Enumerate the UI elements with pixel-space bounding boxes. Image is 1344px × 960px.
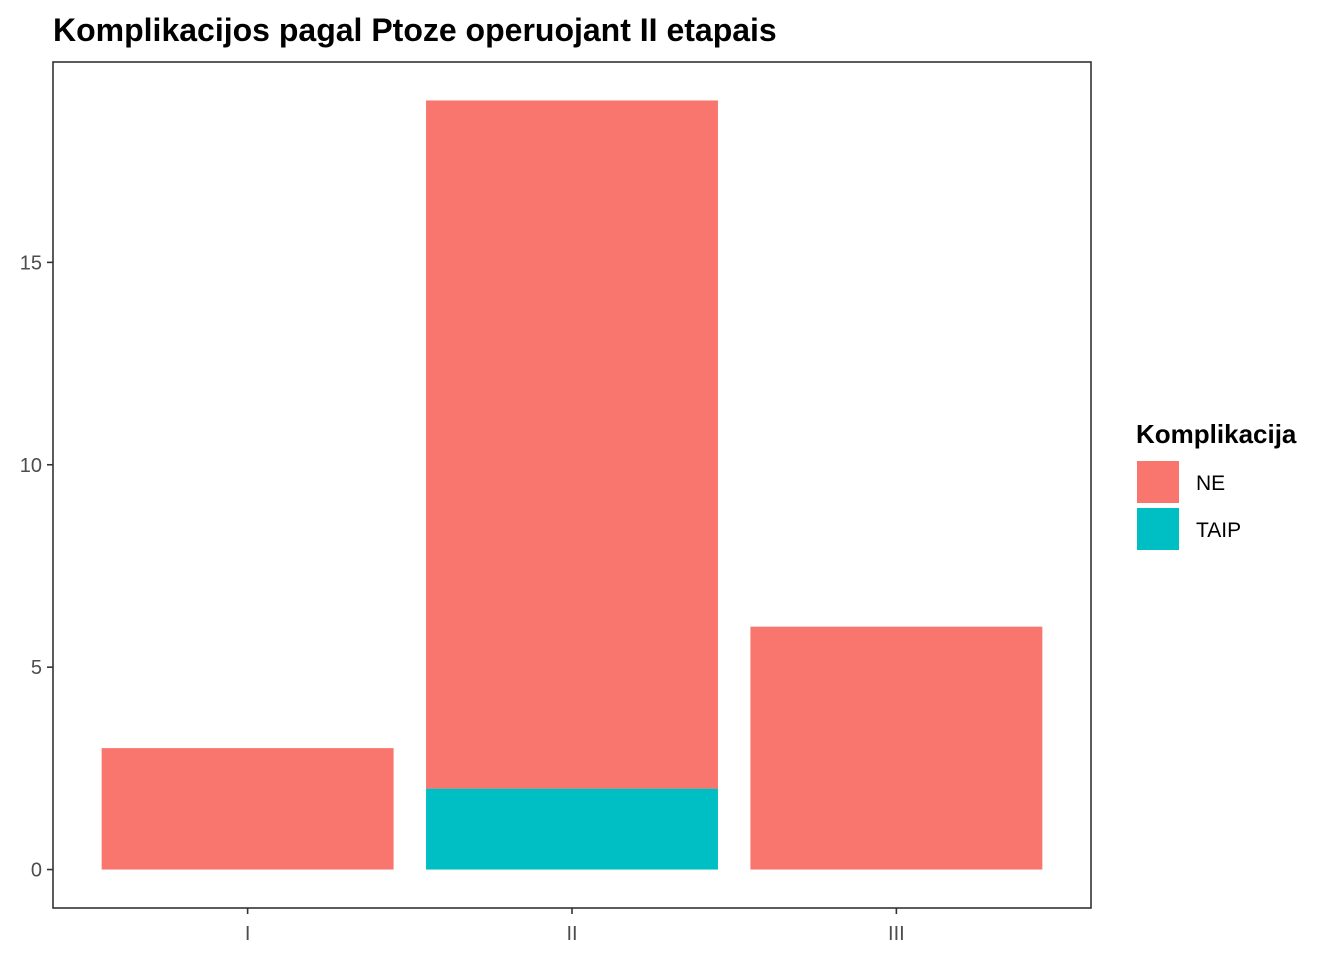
bars-group	[101, 100, 1043, 870]
y-tick-label: 10	[20, 455, 42, 477]
legend-label-taip: TAIP	[1196, 519, 1241, 542]
legend-label-ne: NE	[1196, 472, 1225, 495]
y-tick-label: 15	[20, 252, 42, 274]
x-tick-label: III	[888, 923, 905, 945]
bar-taip-ii	[426, 788, 718, 870]
legend-key-ne	[1137, 461, 1179, 503]
bar-ne-iii	[750, 626, 1043, 870]
x-tick-label: II	[566, 923, 577, 945]
legend-key-taip	[1137, 508, 1179, 550]
y-tick-label: 0	[31, 860, 42, 882]
bar-ne-ii	[426, 100, 718, 789]
legend: Komplikacija NE TAIP	[1136, 419, 1297, 550]
x-tick-label: I	[245, 923, 251, 945]
y-axis: 0 5 10 15	[20, 252, 53, 882]
x-axis: I II III	[245, 908, 905, 945]
chart-title: Komplikacijos pagal Ptoze operuojant II …	[53, 12, 777, 48]
bar-ne-i	[101, 748, 394, 870]
y-tick-label: 5	[31, 657, 42, 679]
legend-title: Komplikacija	[1136, 419, 1297, 449]
